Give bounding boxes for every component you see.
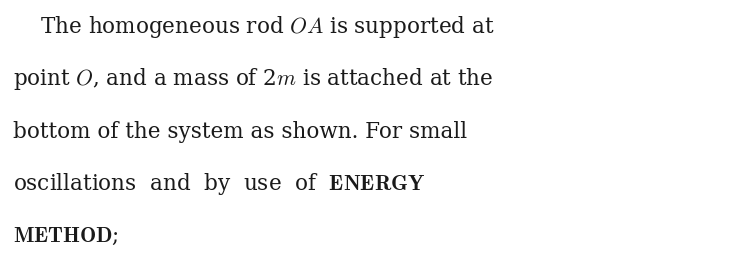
Text: bottom of the system as shown. For small: bottom of the system as shown. For small [13,120,467,142]
Text: The homogeneous rod $\mathit{OA}$ is supported at: The homogeneous rod $\mathit{OA}$ is sup… [13,14,495,40]
Text: oscillations  and  by  use  of  $\mathbf{ENERGY}$: oscillations and by use of $\mathbf{ENER… [13,170,425,196]
Text: point $\mathit{O}$, and a mass of 2$\mathit{m}$ is attached at the: point $\mathit{O}$, and a mass of 2$\mat… [13,66,493,92]
Text: $\mathbf{METHOD}$;: $\mathbf{METHOD}$; [13,225,119,246]
